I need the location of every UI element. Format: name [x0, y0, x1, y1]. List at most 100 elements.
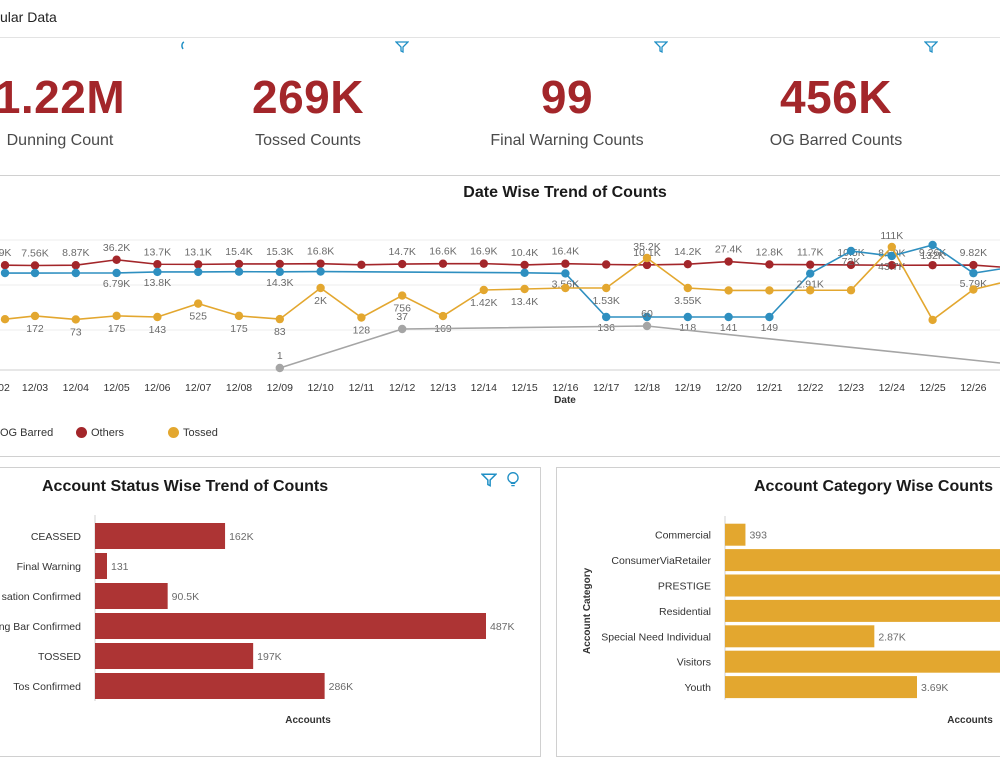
trend-chart-title: Date Wise Trend of Counts [463, 184, 667, 201]
kpi-label: Dunning Count [6, 132, 114, 149]
bar [725, 549, 1000, 572]
data-point [71, 315, 81, 324]
bar-value-label: 162K [229, 531, 254, 543]
data-label: 1.42K [470, 297, 497, 309]
data-label: 128 [353, 325, 371, 337]
x-tick-label: 12/07 [185, 382, 211, 394]
x-tick-label: 12/12 [389, 382, 415, 394]
bar [95, 673, 325, 699]
data-label: 7.56K [21, 247, 48, 259]
x-axis-title: Accounts [947, 715, 993, 726]
x-tick-label: 12/23 [838, 382, 864, 394]
series-line-other-trend [279, 325, 1000, 369]
data-point [30, 268, 40, 278]
data-point [275, 363, 284, 373]
data-point [602, 283, 611, 293]
data-label: 9K [0, 247, 11, 259]
data-label: 2K [314, 295, 327, 307]
data-label: 15.4K [225, 246, 252, 258]
x-tick-label: 12/06 [144, 382, 170, 394]
data-label: 12.8K [756, 246, 783, 258]
x-tick-label: 12/03 [22, 382, 48, 394]
data-point [806, 269, 815, 278]
data-point [0, 315, 10, 324]
data-point [71, 261, 81, 270]
data-point [561, 269, 570, 278]
filter-icon[interactable] [481, 472, 497, 488]
data-point [357, 313, 366, 322]
data-label: 136 [597, 322, 615, 334]
bar-value-label: 3.69K [921, 682, 948, 694]
data-label: 27.4K [715, 244, 742, 256]
legend-og-barred-label: OG Barred [0, 427, 54, 439]
filter-icon[interactable] [654, 40, 668, 54]
bar-value-label: 487K [490, 621, 515, 633]
data-label: 141 [720, 322, 738, 334]
bar [95, 613, 486, 639]
data-label: 756 [393, 303, 411, 315]
data-point [724, 312, 733, 322]
data-point [112, 268, 121, 278]
data-label: 132K [920, 250, 945, 262]
data-label: 14.3K [266, 277, 293, 289]
data-point [275, 259, 284, 269]
bar [725, 574, 1000, 597]
kpi-card-tossed[interactable]: 269K Tossed Counts [218, 40, 398, 175]
legend-others[interactable]: Others [76, 427, 124, 439]
data-label: 60 [641, 308, 653, 320]
x-tick-label: 12/09 [267, 382, 293, 394]
data-point [928, 260, 937, 270]
kpi-card-dunning[interactable]: 1.22M Dunning Count [0, 40, 140, 175]
data-point [438, 311, 448, 321]
legend-tossed[interactable]: Tossed [168, 427, 218, 439]
category-label: TOSSED [38, 651, 81, 663]
series-line-og-barred [5, 244, 1000, 318]
x-tick-label: 12/14 [471, 382, 497, 394]
account-status-chart[interactable]: CEASSED 162K Final Warning 131 sation Confir… [0, 505, 540, 735]
lightbulb-icon[interactable] [505, 471, 521, 489]
data-point [561, 259, 570, 268]
data-point [806, 286, 815, 295]
kpi-card-final-warning[interactable]: 99 Final Warning Counts [466, 40, 668, 175]
x-tick-label: 12/10 [307, 382, 333, 394]
data-point [887, 251, 896, 261]
data-point [683, 283, 692, 293]
data-label: 2.91K [796, 279, 823, 291]
data-point [846, 246, 856, 256]
data-label: 9.82K [960, 247, 987, 259]
data-point [969, 268, 978, 278]
data-point [398, 259, 407, 269]
x-tick-label: 12/25 [919, 382, 945, 394]
data-point [398, 291, 407, 300]
page-title: ular Data [0, 9, 57, 25]
data-label: 35.2K [633, 241, 660, 253]
kpi-value: 99 [540, 71, 594, 123]
legend-dot [168, 427, 179, 438]
data-label: 111K [880, 230, 903, 242]
legend-dot [76, 427, 87, 438]
data-label: 73 [70, 326, 82, 338]
x-tick-label: 12/22 [797, 382, 823, 394]
x-tick-label: 12/08 [226, 382, 252, 394]
data-point [642, 312, 652, 322]
data-label: 15.3K [266, 246, 293, 258]
data-label: 16.8K [307, 246, 334, 258]
kpi-card-og-barred[interactable]: 456K OG Barred Counts [746, 40, 926, 175]
category-label: sation Confirmed [2, 591, 82, 603]
data-point [479, 285, 488, 295]
legend-og-barred[interactable]: OG Barred [0, 427, 53, 439]
date-trend-chart[interactable]: 9K 7.56K 8.87K 36.2K 13.7K 13.1K 15.4K 15.3K 16.… [0, 205, 1000, 415]
refresh-icon[interactable] [177, 40, 191, 54]
data-point [153, 260, 162, 269]
data-point [112, 311, 121, 321]
filter-icon[interactable] [924, 40, 938, 54]
data-label: 8.87K [62, 247, 89, 259]
data-label: 143 [149, 324, 167, 336]
data-label: 6.79K [103, 278, 130, 290]
account-category-chart[interactable]: Commercial 393 ConsumerViaRetailer PRESTIGE… [557, 505, 1000, 735]
filter-icon[interactable] [395, 40, 409, 54]
kpi-label: OG Barred Counts [769, 132, 903, 149]
x-tick-label: 12/17 [593, 382, 619, 394]
bar-value-label: 197K [257, 651, 282, 663]
data-label: 72K [842, 256, 861, 268]
